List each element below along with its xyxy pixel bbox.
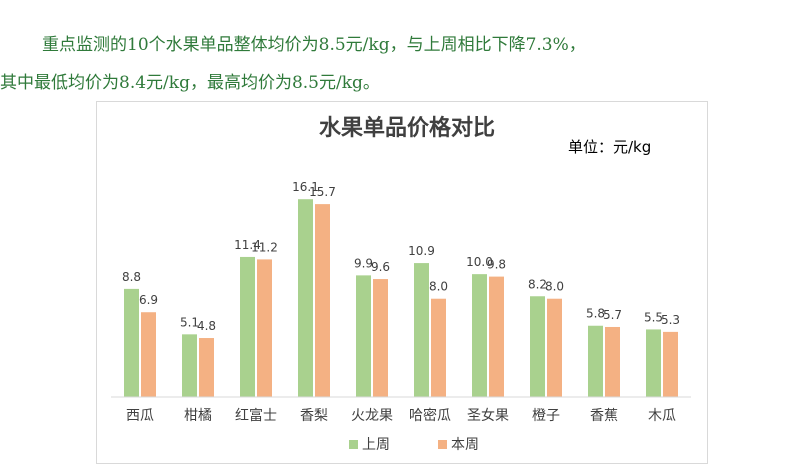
bar-本周-柑橘 bbox=[199, 338, 214, 397]
bars-group: 8.8 6.9 5.14.8 11.411.2 16.115.7 9.99.6 10.9 8.… bbox=[122, 180, 680, 397]
category-label-红富士: 红富士 bbox=[235, 407, 277, 424]
category-label-香梨: 香梨 bbox=[300, 408, 328, 424]
category-label-木瓜: 木瓜 bbox=[648, 408, 676, 424]
bar-上周-木瓜 bbox=[646, 329, 661, 397]
bar-本周-香蕉 bbox=[605, 326, 620, 397]
data-label-上周-香蕉: 5.8 bbox=[586, 307, 605, 321]
bar-本周-西瓜 bbox=[141, 312, 156, 397]
data-label-上周-红富士: 11.4 bbox=[234, 238, 261, 252]
data-label-上周-橙子: 8.2 bbox=[528, 277, 547, 291]
summary-line-1: 重点监测的10个水果单品整体均价为8.5元/kg，与上周相比下降7.3%， bbox=[42, 35, 586, 55]
category-labels: 西瓜 柑橘 红富士 香梨 火龙果 哈密瓜 圣女果 橙子 香蕉 木瓜 bbox=[126, 407, 676, 424]
data-label-上周-柑橘: 5.1 bbox=[180, 315, 199, 329]
bar-上周-火龙果 bbox=[356, 275, 371, 397]
bar-上周-香梨 bbox=[298, 199, 313, 397]
data-label-上周-火龙果: 9.9 bbox=[354, 256, 373, 270]
data-label-本周-火龙果: 9.6 bbox=[371, 260, 390, 274]
bar-上周-西瓜 bbox=[124, 288, 139, 397]
bar-本周-橙子 bbox=[547, 298, 562, 397]
legend-swatch-本周 bbox=[438, 440, 447, 449]
unit-label: 单位：元/kg bbox=[568, 138, 651, 156]
summary-paragraph: 重点监测的10个水果单品整体均价为8.5元/kg，与上周相比下降7.3%， 其中… bbox=[0, 26, 803, 102]
chart-container: 水果单品价格对比 单位：元/kg 8.8 6.9 5.1 4.8 11.4 11.2 16.… bbox=[96, 101, 708, 464]
data-label-本周-香梨: 15.7 bbox=[309, 185, 336, 199]
data-label-本周-香蕉: 5.7 bbox=[603, 308, 622, 322]
data-label-本周-圣女果: 9.8 bbox=[487, 258, 506, 272]
legend-label-本周: 本周 bbox=[451, 437, 479, 453]
bar-本周-哈密瓜 bbox=[431, 298, 446, 397]
category-label-西瓜: 西瓜 bbox=[126, 408, 154, 424]
bar-上周-柑橘 bbox=[182, 334, 197, 397]
bar-本周-红富士 bbox=[257, 259, 272, 397]
data-label-上周-圣女果: 10.0 bbox=[466, 255, 493, 269]
data-label-本周-西瓜: 6.9 bbox=[139, 293, 158, 307]
bar-上周-香蕉 bbox=[588, 325, 603, 397]
data-label-上周-木瓜: 5.5 bbox=[644, 310, 663, 324]
legend: 上周 本周 bbox=[349, 437, 479, 453]
legend-label-上周: 上周 bbox=[362, 437, 390, 453]
data-label-本周-木瓜: 5.3 bbox=[661, 313, 680, 327]
bar-上周-红富士 bbox=[240, 256, 255, 397]
bar-本周-木瓜 bbox=[663, 331, 678, 397]
category-label-哈密瓜: 哈密瓜 bbox=[409, 407, 451, 424]
category-label-圣女果: 圣女果 bbox=[467, 407, 509, 424]
bar-本周-火龙果 bbox=[373, 279, 388, 397]
bar-chart: 水果单品价格对比 单位：元/kg 8.8 6.9 5.14.8 11.411.2 16.… bbox=[111, 115, 691, 453]
bar-上周-橙子 bbox=[530, 296, 545, 397]
category-label-香蕉: 香蕉 bbox=[590, 408, 618, 424]
data-label-本周-橙子: 8.0 bbox=[545, 280, 564, 294]
category-label-柑橘: 柑橘 bbox=[184, 408, 212, 424]
bar-上周-圣女果 bbox=[472, 274, 487, 397]
data-label-上周-香梨: 16.1 bbox=[292, 180, 319, 194]
category-label-火龙果: 火龙果 bbox=[351, 408, 393, 424]
data-label-本周-哈密瓜: 8.0 bbox=[429, 280, 448, 294]
chart-title: 水果单品价格对比 bbox=[319, 115, 495, 141]
data-label-本周-红富士: 11.2 bbox=[251, 240, 278, 254]
category-label-橙子: 橙子 bbox=[532, 408, 560, 424]
data-label-上周-西瓜: 8.8 bbox=[122, 270, 141, 284]
legend-swatch-上周 bbox=[349, 440, 358, 449]
bar-本周-圣女果 bbox=[489, 276, 504, 397]
data-label-上周-哈密瓜: 10.9 bbox=[408, 244, 435, 258]
summary-line-2: 其中最低均价为8.4元/kg，最高均价为8.5元/kg。 bbox=[0, 73, 380, 93]
bar-上周-哈密瓜 bbox=[414, 263, 429, 397]
data-label-本周-柑橘: 4.8 bbox=[197, 319, 216, 333]
bar-本周-香梨 bbox=[315, 204, 330, 397]
